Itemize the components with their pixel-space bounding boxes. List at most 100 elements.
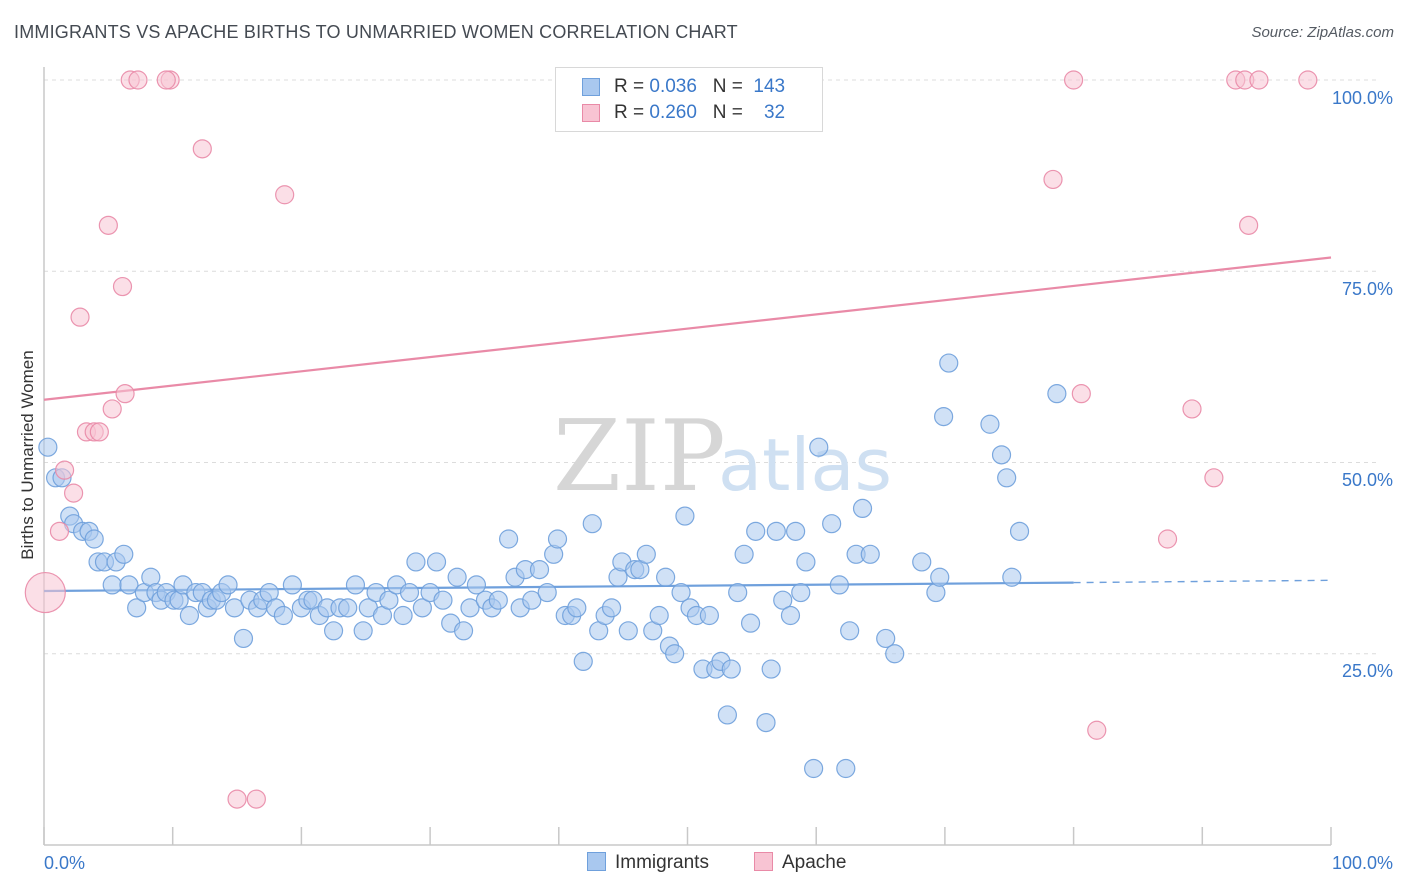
apache-point	[1239, 215, 1259, 235]
immigrants-point	[323, 621, 344, 641]
immigrants-point	[860, 544, 880, 564]
immigrants-point	[84, 529, 104, 549]
immigrants-point	[636, 544, 656, 564]
immigrants-point	[809, 437, 829, 457]
immigrants-point	[573, 651, 593, 672]
immigrants-point	[618, 621, 638, 641]
immigrants-point	[224, 598, 245, 618]
immigrants-label: Immigrants	[615, 852, 709, 873]
immigrants-point	[233, 628, 254, 649]
apache-point	[1087, 720, 1107, 740]
immigrants-point	[721, 659, 741, 679]
immigrants-point	[885, 644, 905, 664]
immigrants-point	[218, 575, 238, 595]
immigrants-point	[991, 445, 1012, 465]
legend-n-label: N =	[712, 102, 749, 123]
apache-label: Apache	[782, 852, 847, 873]
correlation-legend: R = 0.036 N = 143 R = 0.260 N = 32	[555, 67, 823, 132]
immigrants-point	[426, 552, 447, 572]
legend-item-apache[interactable]: Apache	[754, 852, 846, 874]
immigrants-point	[1009, 521, 1030, 541]
immigrants-point	[412, 598, 432, 618]
immigrants-point	[522, 590, 542, 610]
apache-point	[275, 185, 295, 205]
axes	[43, 67, 1332, 846]
x-tick-min: 0.0%	[44, 853, 85, 873]
immigrants-point	[488, 590, 508, 610]
immigrants-point	[997, 468, 1017, 488]
immigrants-point	[466, 575, 487, 595]
apache-point	[156, 70, 176, 90]
immigrants-point	[773, 590, 793, 610]
apache-point	[102, 399, 122, 419]
immigrants-point	[38, 437, 58, 457]
apache-point	[227, 789, 247, 809]
immigrants-point	[179, 605, 200, 626]
data-points	[24, 70, 1318, 809]
apache-trend-line	[43, 256, 1332, 401]
legend-r-value: 0.260	[649, 102, 697, 123]
legend-swatch-apache	[582, 104, 600, 122]
y-tick-25: 25.0%	[1342, 661, 1393, 681]
immigrants-trend-extension	[1073, 579, 1332, 584]
immigrants-point	[980, 414, 1000, 434]
immigrants-point	[353, 621, 373, 641]
immigrants-point	[114, 544, 134, 564]
apache-point	[64, 483, 84, 503]
immigrants-point	[734, 544, 754, 564]
immigrants-point	[939, 353, 959, 373]
immigrants-point	[127, 598, 147, 618]
immigrants-point	[273, 605, 293, 626]
legend-r-label: R =	[614, 76, 650, 97]
apache-point	[1157, 529, 1178, 549]
apache-point	[54, 460, 75, 480]
apache-point	[1071, 384, 1091, 404]
apache-point	[112, 276, 133, 297]
apache-point	[49, 521, 70, 541]
watermark-atlas: atlas	[718, 423, 892, 507]
immigrants-point	[119, 575, 139, 595]
apache-point	[89, 422, 109, 442]
immigrants-point	[447, 567, 467, 587]
immigrants-point	[836, 758, 856, 779]
y-tick-75: 75.0%	[1342, 279, 1393, 299]
immigrants-point	[345, 575, 366, 595]
gridlines	[44, 79, 1380, 655]
immigrants-point	[840, 621, 860, 641]
immigrants-point	[912, 552, 932, 572]
immigrants-point	[791, 582, 811, 603]
immigrants-point	[393, 605, 413, 626]
legend-r-value: 0.036	[649, 76, 697, 97]
immigrants-point	[379, 590, 399, 610]
chart-title: IMMIGRANTS VS APACHE BIRTHS TO UNMARRIED…	[14, 22, 738, 42]
immigrants-point	[852, 498, 873, 518]
immigrants-point	[665, 644, 685, 664]
immigrants-point	[746, 521, 766, 541]
immigrants-point	[567, 598, 587, 618]
immigrants-point	[786, 521, 806, 541]
apache-swatch	[754, 852, 773, 871]
apache-point	[24, 571, 66, 614]
apache-point	[98, 215, 118, 235]
apache-point	[1063, 70, 1084, 90]
immigrants-point	[399, 582, 420, 603]
immigrants-point	[537, 582, 557, 603]
apache-point	[192, 139, 212, 159]
immigrants-point	[656, 567, 676, 587]
immigrants-swatch	[587, 852, 606, 871]
immigrants-point	[822, 514, 842, 534]
apache-point	[1182, 399, 1202, 419]
immigrants-point	[756, 712, 776, 733]
apache-point	[128, 70, 148, 90]
immigrants-point	[804, 758, 824, 779]
immigrants-point	[740, 613, 761, 633]
legend-n-value: 143	[753, 76, 786, 97]
immigrants-point	[675, 506, 695, 526]
immigrants-point	[529, 559, 550, 580]
immigrants-point	[930, 567, 950, 587]
immigrants-point	[433, 590, 453, 610]
legend-item-immigrants[interactable]: Immigrants	[587, 852, 709, 874]
immigrants-point	[717, 705, 737, 725]
legend-n-label: N =	[712, 76, 749, 97]
